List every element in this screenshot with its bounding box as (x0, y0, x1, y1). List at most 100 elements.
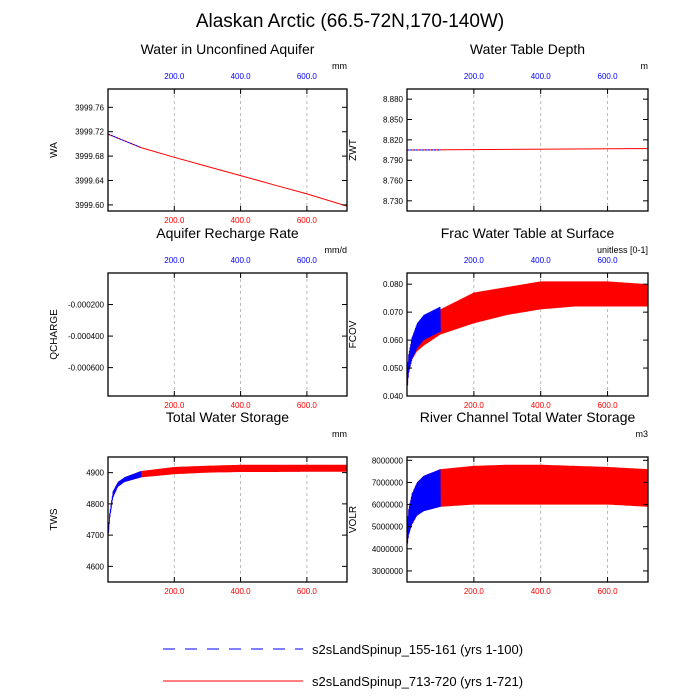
y-tick-label: 3999.60 (75, 201, 104, 210)
units-label: mm (332, 429, 347, 439)
chart-panel-3: Aquifer Recharge Rate mm/d QCHARGE -0.00020… (49, 225, 348, 410)
y-tick-label: 4000000 (372, 545, 404, 554)
x-tick-label-bottom: 200.0 (164, 216, 185, 225)
y-tick-label: 4600 (86, 562, 104, 571)
series-group (108, 464, 347, 542)
y-tick-label: 7000000 (372, 478, 404, 487)
series-group (407, 464, 648, 549)
y-axis-label: ZWT (348, 139, 359, 161)
figure-title: Alaskan Arctic (66.5-72N,170-140W) (196, 11, 504, 32)
series-group (108, 133, 347, 207)
plot-frame (406, 456, 649, 583)
y-axis-label: TWS (49, 508, 60, 531)
x-tick-label-bottom: 400.0 (531, 587, 552, 596)
x-tick-label-bottom: 600.0 (598, 401, 619, 410)
plot-frame (107, 456, 348, 583)
chart-panel-2: Water Table Depth m ZWT 8.730 8.760 8.790 8.82… (348, 41, 649, 212)
legend: s2sLandSpinup_155-161 (yrs 1-100) s2sLand… (163, 642, 523, 689)
panel-title: River Channel Total Water Storage (420, 409, 636, 425)
y-tick-label: -0.000400 (68, 332, 105, 341)
x-tick-label-top: 400.0 (231, 256, 252, 265)
y-axis-label: FCOV (348, 320, 359, 348)
y-tick-label: 8.760 (383, 177, 404, 186)
x-tick-label-bottom: 200.0 (464, 587, 485, 596)
series-line-red (108, 133, 347, 207)
y-tick-label: 3000000 (372, 567, 404, 576)
y-tick-label: 3999.76 (75, 103, 104, 112)
x-tick-label-bottom: 400.0 (231, 401, 252, 410)
series-line-red (407, 281, 648, 394)
units-label: mm (332, 61, 347, 71)
y-axis-label: QCHARGE (49, 309, 60, 360)
y-tick-label: 3999.68 (75, 152, 104, 161)
plot-frame (406, 88, 649, 212)
x-tick-label-top: 600.0 (297, 72, 318, 81)
x-tick-label-top: 600.0 (297, 256, 318, 265)
legend-label: s2sLandSpinup_155-161 (yrs 1-100) (312, 642, 523, 657)
y-tick-label: 0.050 (383, 364, 404, 373)
chart-panel-1: Water in Unconfined Aquifer mm WA 3999.60 39… (49, 41, 348, 225)
panel-title: Aquifer Recharge Rate (156, 225, 299, 241)
series-line-blue (407, 469, 441, 549)
y-tick-label: 0.080 (383, 280, 404, 289)
x-tick-label-bottom: 200.0 (464, 401, 485, 410)
legend-item-2: s2sLandSpinup_713-720 (yrs 1-721) (163, 674, 523, 689)
panels: Water in Unconfined Aquifer mm WA 3999.60 39… (49, 41, 649, 596)
x-tick-label-bottom: 200.0 (164, 401, 185, 410)
series-line-red (407, 464, 648, 549)
x-tick-label-bottom: 600.0 (297, 401, 318, 410)
chart-panel-4: Frac Water Table at Surface unitless [0-1… (348, 225, 649, 410)
series-line-red (108, 464, 347, 542)
panel-title: Frac Water Table at Surface (441, 225, 615, 241)
x-tick-label-bottom: 600.0 (598, 587, 619, 596)
legend-item-1: s2sLandSpinup_155-161 (yrs 1-100) (163, 642, 523, 657)
y-tick-label: 4700 (86, 531, 104, 540)
plot-frame (406, 272, 649, 397)
y-axis-label: WA (49, 142, 60, 158)
y-tick-label: 8.850 (383, 116, 404, 125)
x-tick-label-bottom: 400.0 (531, 401, 552, 410)
x-tick-label-bottom: 600.0 (297, 216, 318, 225)
x-tick-label-top: 600.0 (598, 256, 619, 265)
x-tick-label-top: 400.0 (231, 72, 252, 81)
x-tick-label-top: 400.0 (531, 72, 552, 81)
y-tick-label: 4900 (86, 469, 104, 478)
x-tick-label-bottom: 400.0 (231, 216, 252, 225)
y-tick-label: 6000000 (372, 501, 404, 510)
plot-frame (107, 272, 348, 397)
panel-title: Total Water Storage (166, 409, 289, 425)
x-tick-label-bottom: 600.0 (297, 587, 318, 596)
x-tick-label-top: 200.0 (164, 256, 185, 265)
x-tick-label-top: 200.0 (464, 72, 485, 81)
legend-label: s2sLandSpinup_713-720 (yrs 1-721) (312, 674, 523, 689)
x-tick-label-top: 400.0 (531, 256, 552, 265)
y-tick-label: 5000000 (372, 523, 404, 532)
y-tick-label: 0.070 (383, 308, 404, 317)
y-tick-label: 4800 (86, 500, 104, 509)
series-group (407, 281, 648, 394)
chart-panel-5: Total Water Storage mm TWS 4600 4700 4800 4900… (49, 409, 348, 596)
y-tick-label: 8.820 (383, 136, 404, 145)
x-tick-label-top: 200.0 (464, 256, 485, 265)
x-tick-label-top: 200.0 (164, 72, 185, 81)
units-label: mm/d (325, 245, 348, 255)
y-tick-label: 8.790 (383, 156, 404, 165)
panel-title: Water in Unconfined Aquifer (141, 41, 315, 57)
series-line-red (407, 148, 648, 151)
chart-panel-6: River Channel Total Water Storage m3 VOLR 3… (348, 409, 649, 596)
x-tick-label-top: 600.0 (598, 72, 619, 81)
x-tick-label-bottom: 400.0 (231, 587, 252, 596)
series-line-blue (108, 471, 142, 542)
y-tick-label: -0.000600 (68, 364, 105, 373)
y-tick-label: 0.040 (383, 392, 404, 401)
y-tick-label: -0.000200 (68, 301, 105, 310)
units-label: m (641, 61, 649, 71)
x-tick-label-bottom: 200.0 (164, 587, 185, 596)
units-label: unitless [0-1] (597, 245, 648, 255)
series-line-blue (407, 306, 441, 394)
plot-frame (107, 88, 348, 212)
series-group (407, 148, 648, 151)
y-tick-label: 0.060 (383, 336, 404, 345)
y-tick-label: 3999.64 (75, 177, 104, 186)
